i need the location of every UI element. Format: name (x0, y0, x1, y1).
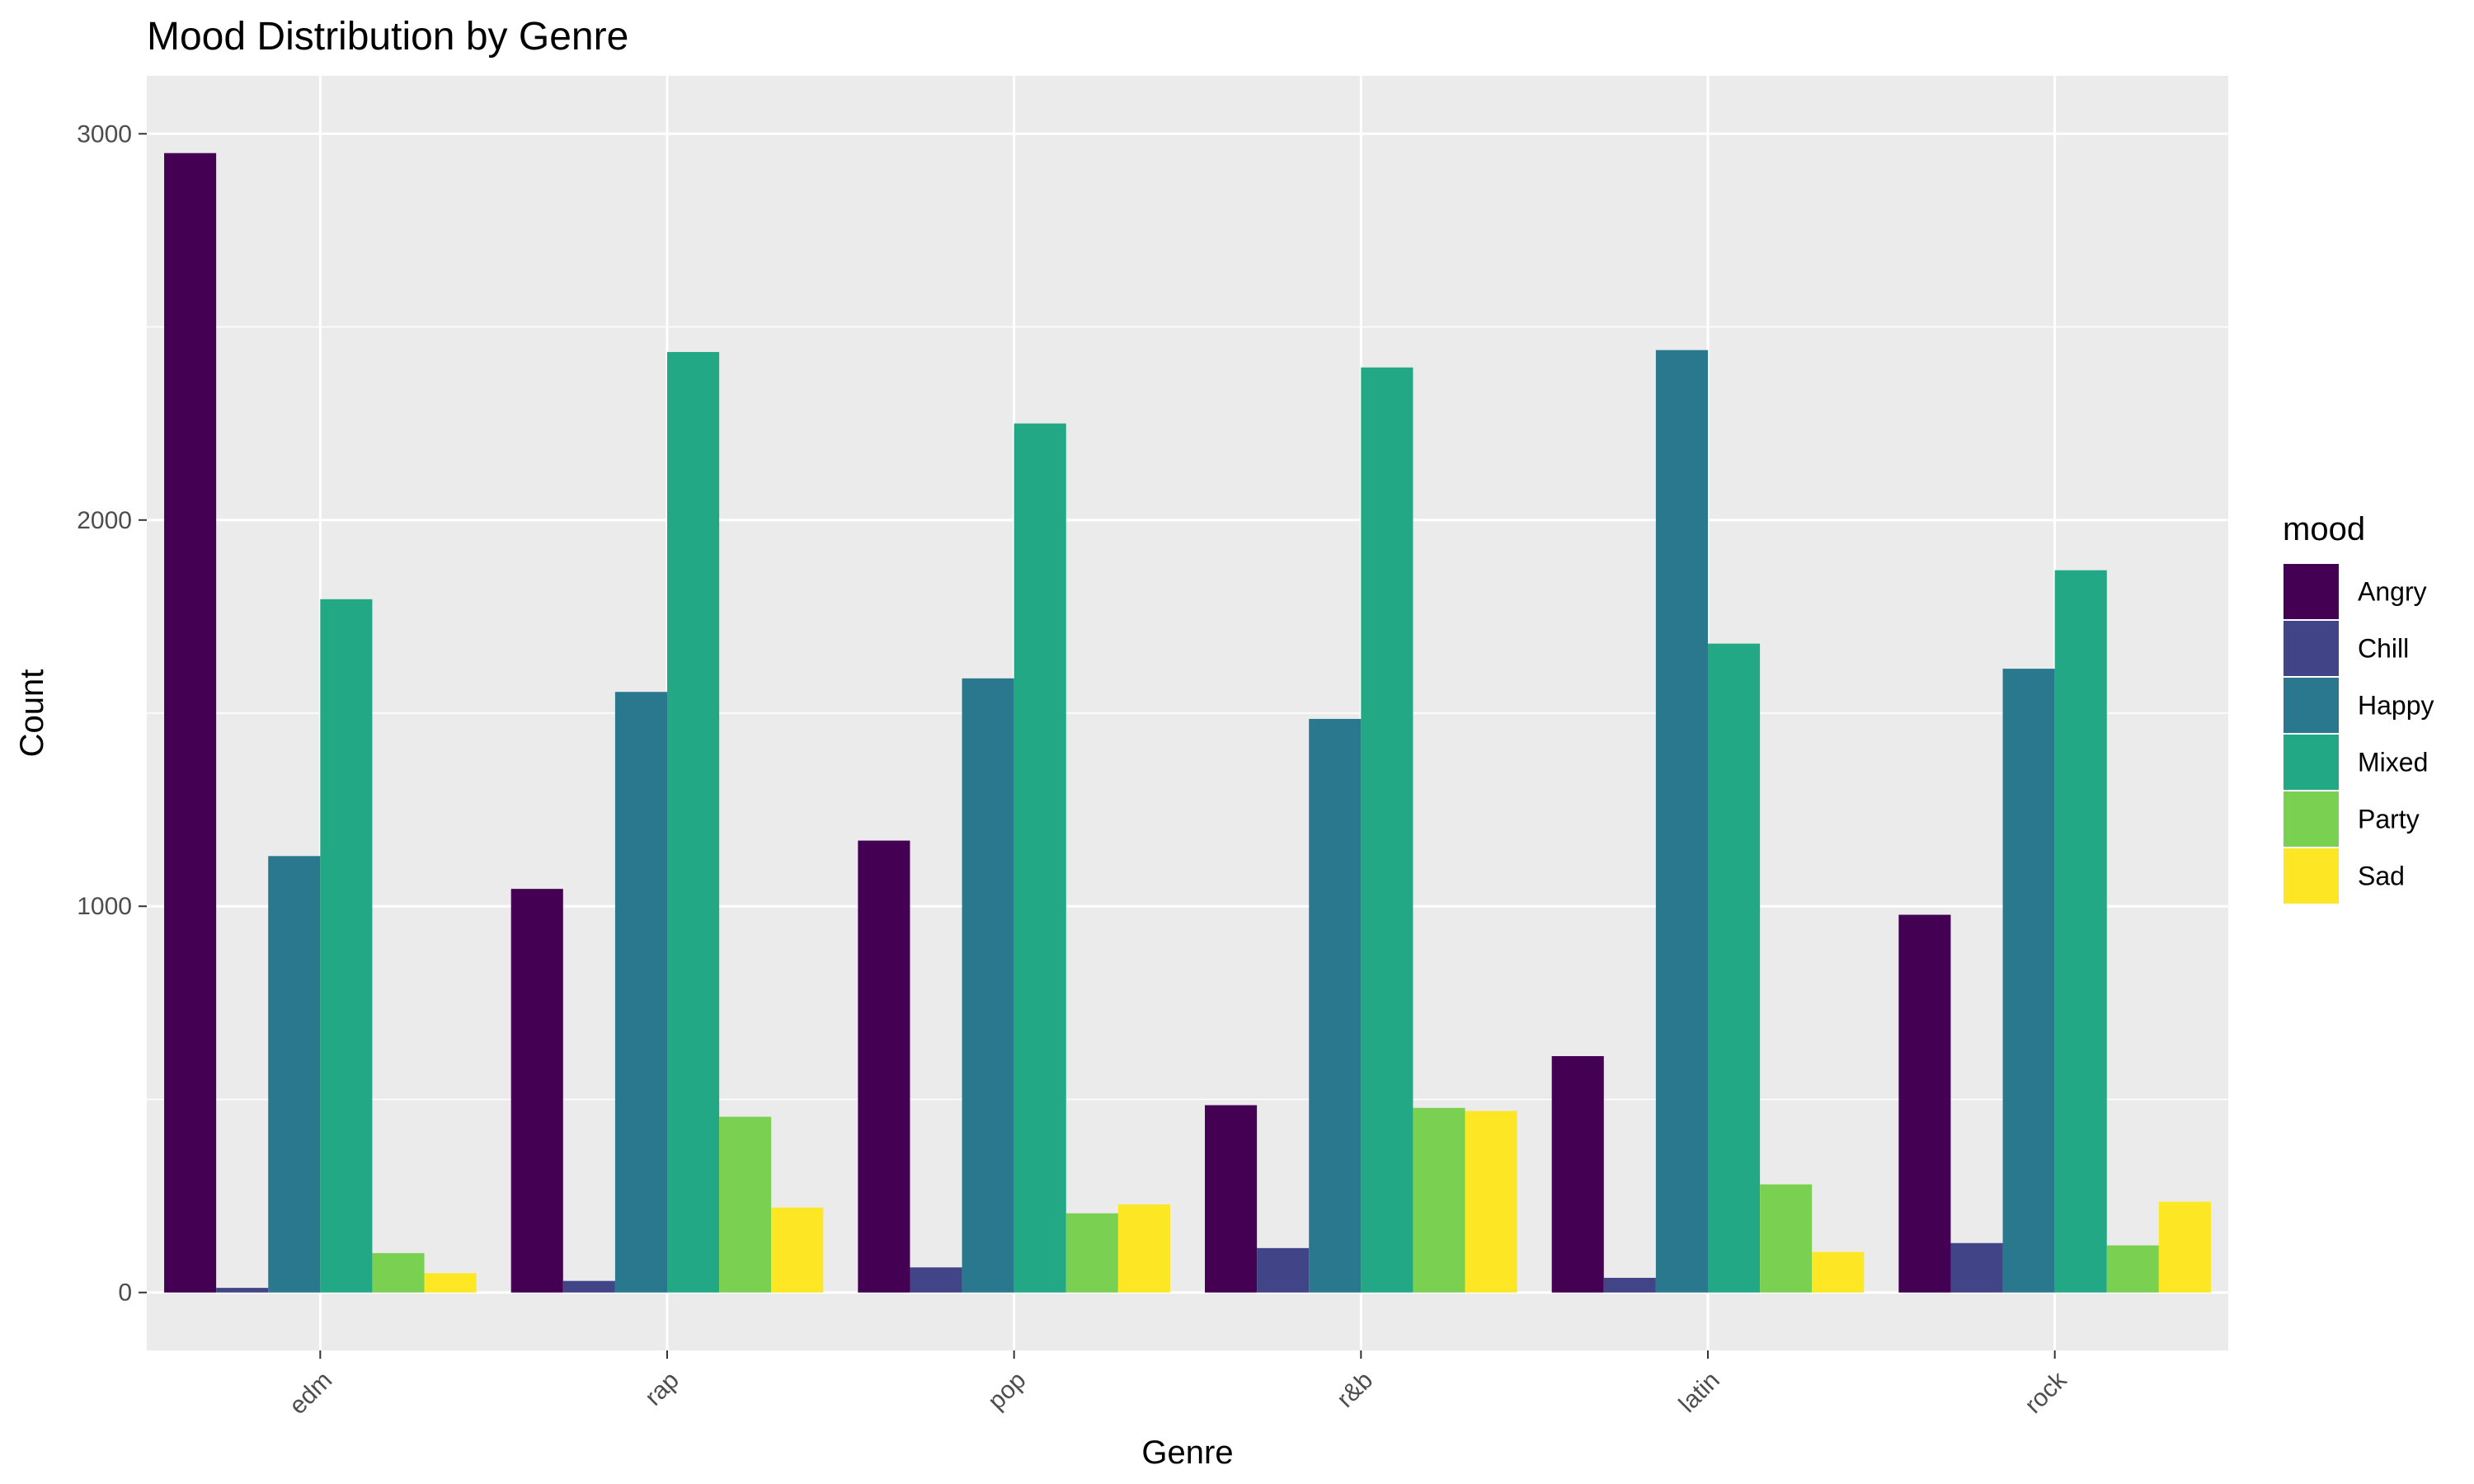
bar-pop-party (1065, 1213, 1118, 1293)
bar-latin-chill (1603, 1277, 1656, 1293)
bar-rock-happy (2002, 669, 2055, 1293)
y-axis: 0 1000 2000 3000 (77, 120, 147, 1307)
bar-rb-mixed (1361, 367, 1413, 1293)
bar-rock-party (2106, 1245, 2159, 1293)
x-tick-label: rap (640, 1367, 684, 1411)
chart-title: Mood Distribution by Genre (147, 15, 628, 59)
bar-pop-chill (910, 1267, 962, 1293)
bar-edm-happy (268, 856, 321, 1293)
x-tick-label: edm (285, 1367, 338, 1421)
bar-edm-chill (216, 1288, 269, 1293)
legend-label-sad: Sad (2358, 862, 2405, 891)
bar-edm-angry (164, 153, 217, 1293)
bar-rock-chill (1950, 1242, 2003, 1293)
bar-rap-sad (771, 1207, 824, 1293)
y-tick-label: 3000 (77, 120, 132, 148)
legend-label-party: Party (2358, 805, 2420, 834)
legend-label-mixed: Mixed (2358, 748, 2428, 777)
bars (164, 153, 2211, 1293)
bar-rb-happy (1309, 719, 1362, 1293)
bar-pop-sad (1117, 1204, 1170, 1293)
bar-rap-happy (614, 692, 667, 1293)
bar-rock-sad (2158, 1201, 2211, 1293)
bar-edm-sad (424, 1273, 477, 1293)
bar-latin-sad (1812, 1252, 1865, 1293)
legend-label-angry: Angry (2358, 577, 2427, 607)
y-tick-label: 2000 (77, 507, 132, 534)
legend-key-chill (2282, 619, 2340, 678)
x-tick-label: r&b (1332, 1367, 1378, 1413)
y-tick-label: 1000 (77, 893, 132, 920)
x-tick-label: latin (1674, 1367, 1725, 1418)
bar-rock-mixed (2054, 570, 2107, 1293)
bar-latin-mixed (1708, 643, 1761, 1293)
bar-rap-chill (562, 1280, 615, 1293)
legend-key-sad (2282, 847, 2340, 905)
bar-rock-angry (1898, 914, 1951, 1293)
bar-rap-mixed (667, 351, 720, 1293)
bar-rb-angry (1205, 1105, 1258, 1293)
bar-edm-party (372, 1252, 425, 1293)
legend-key-party (2282, 790, 2340, 848)
legend-label-happy: Happy (2358, 691, 2434, 721)
bar-pop-mixed (1014, 423, 1066, 1293)
bar-pop-angry (858, 840, 910, 1293)
bar-latin-angry (1551, 1056, 1604, 1293)
y-axis-title: Count (14, 669, 50, 758)
x-tick-label: rock (2020, 1366, 2072, 1419)
legend-key-happy (2282, 676, 2340, 735)
bar-edm-mixed (320, 599, 373, 1293)
bar-rap-angry (510, 889, 563, 1293)
x-axis: edm rap pop r&b latin rock (285, 1350, 2072, 1421)
y-tick-label: 0 (118, 1280, 132, 1307)
bar-latin-happy (1655, 350, 1708, 1293)
bar-rb-party (1413, 1107, 1465, 1293)
legend-key-angry (2282, 562, 2340, 621)
legend-label-chill: Chill (2358, 634, 2409, 664)
x-tick-label: pop (983, 1367, 1032, 1416)
bar-latin-party (1760, 1184, 1813, 1293)
legend-key-mixed (2282, 733, 2340, 791)
legend: mood Angry Chill Happy Mixed Party Sad (2282, 511, 2434, 905)
bar-rb-chill (1257, 1247, 1310, 1293)
bar-rb-sad (1465, 1111, 1517, 1293)
legend-title: mood (2283, 511, 2365, 547)
bar-rap-party (719, 1116, 772, 1293)
x-axis-title: Genre (1141, 1435, 1233, 1471)
bar-pop-happy (962, 678, 1014, 1293)
